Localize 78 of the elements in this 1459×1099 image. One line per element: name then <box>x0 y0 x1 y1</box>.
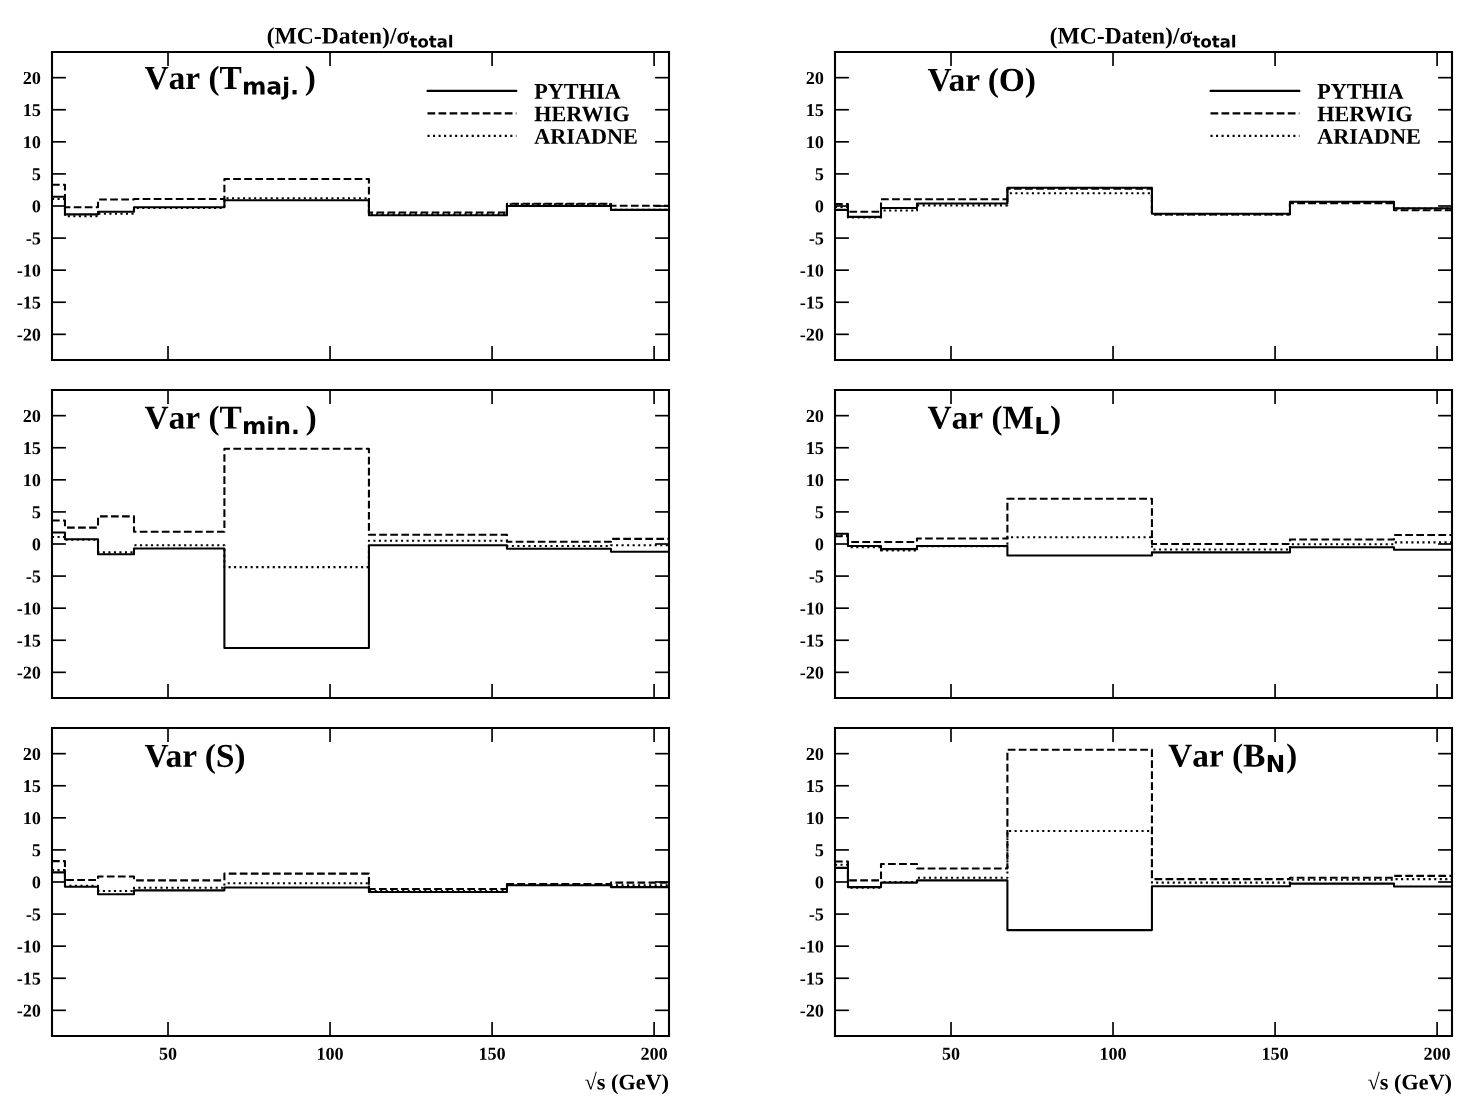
y-tick-label: -10 <box>800 264 824 277</box>
x-tick-label: 100 <box>1100 1047 1126 1060</box>
legend-label: PYTHIA <box>1317 84 1404 99</box>
legend-label: ARIADNE <box>534 129 637 144</box>
y-tick-label: -15 <box>17 972 41 985</box>
y-tick-label: 20 <box>23 71 41 85</box>
x-tick-label: 200 <box>641 1047 667 1060</box>
y-tick-label: -10 <box>17 602 41 615</box>
annotation: Var (O) <box>927 67 1035 98</box>
y-tick-label: -10 <box>17 940 41 953</box>
chart-title: (MC-Daten)/σ$_{total}$ <box>1050 27 1236 49</box>
y-tick-label: -20 <box>800 666 824 679</box>
legend-label: HERWIG <box>1317 106 1413 122</box>
y-tick-label: -5 <box>26 570 41 583</box>
y-tick-label: -10 <box>800 602 824 615</box>
y-tick-label: 5 <box>32 168 41 181</box>
y-tick-label: 15 <box>24 104 41 117</box>
y-tick-label: -10 <box>800 940 824 953</box>
y-tick-label: 10 <box>24 136 41 149</box>
chart-title: (MC-Daten)/σ$_{total}$ <box>267 27 453 49</box>
y-tick-label: -15 <box>800 634 824 647</box>
y-tick-label: -20 <box>17 666 41 679</box>
y-tick-label: 15 <box>807 104 824 117</box>
y-tick-label: 20 <box>806 747 824 761</box>
y-tick-label: 0 <box>815 538 824 551</box>
y-tick-label: 10 <box>807 474 824 487</box>
y-tick-label: 10 <box>807 812 824 825</box>
x-tick-label: 100 <box>317 1047 343 1060</box>
x-tick-label: 50 <box>159 1047 177 1060</box>
y-tick-label: -5 <box>26 908 41 921</box>
y-tick-label: 20 <box>806 409 824 423</box>
y-tick-label: 5 <box>32 844 41 857</box>
y-tick-label: -5 <box>809 908 824 921</box>
legend-label: ARIADNE <box>1317 129 1420 144</box>
y-tick-label: -20 <box>800 328 824 341</box>
y-tick-label: -15 <box>800 972 824 985</box>
annotation: Var (M$_{L}$) <box>927 405 1060 436</box>
y-tick-label: -15 <box>17 634 41 647</box>
y-tick-label: -15 <box>17 296 41 309</box>
y-tick-label: -15 <box>800 296 824 309</box>
y-tick-label: 0 <box>32 200 41 213</box>
y-tick-label: 10 <box>24 474 41 487</box>
y-tick-label: 0 <box>32 538 41 551</box>
y-tick-label: 15 <box>807 442 824 455</box>
y-tick-label: 20 <box>806 71 824 85</box>
y-tick-label: -20 <box>17 328 41 341</box>
x-axis-title: √s (GeV) <box>1368 1071 1452 1095</box>
y-tick-label: 5 <box>32 506 41 519</box>
x-axis-title: √s (GeV) <box>585 1071 669 1095</box>
y-tick-label: -20 <box>800 1004 824 1017</box>
x-tick-label: 150 <box>479 1047 505 1060</box>
x-tick-label: 50 <box>942 1047 960 1060</box>
legend-label: PYTHIA <box>534 84 621 99</box>
y-tick-label: -20 <box>17 1004 41 1017</box>
y-tick-label: -5 <box>809 232 824 245</box>
legend-label: HERWIG <box>534 106 630 122</box>
y-tick-label: 5 <box>815 844 824 857</box>
y-tick-label: -10 <box>17 264 41 277</box>
x-tick-label: 150 <box>1262 1047 1288 1060</box>
y-tick-label: 0 <box>815 876 824 889</box>
y-tick-label: 10 <box>807 136 824 149</box>
annotation: Var (B$_{N}$) <box>1168 743 1296 774</box>
y-tick-label: 20 <box>23 747 41 761</box>
x-tick-label: 200 <box>1424 1047 1450 1060</box>
y-tick-label: -5 <box>26 232 41 245</box>
y-tick-label: 5 <box>815 168 824 181</box>
annotation: Var (S) <box>144 743 245 774</box>
y-tick-label: 10 <box>24 812 41 825</box>
y-tick-label: 0 <box>32 876 41 889</box>
annotation: Var (T$_{min.}$) <box>144 405 316 436</box>
y-tick-label: 15 <box>24 442 41 455</box>
y-tick-label: -5 <box>809 570 824 583</box>
y-tick-label: 15 <box>807 780 824 793</box>
annotation: Var (T$_{maj.}$) <box>144 65 315 100</box>
y-tick-label: 20 <box>23 409 41 423</box>
y-tick-label: 5 <box>815 506 824 519</box>
y-tick-label: 0 <box>815 200 824 213</box>
y-tick-label: 15 <box>24 780 41 793</box>
